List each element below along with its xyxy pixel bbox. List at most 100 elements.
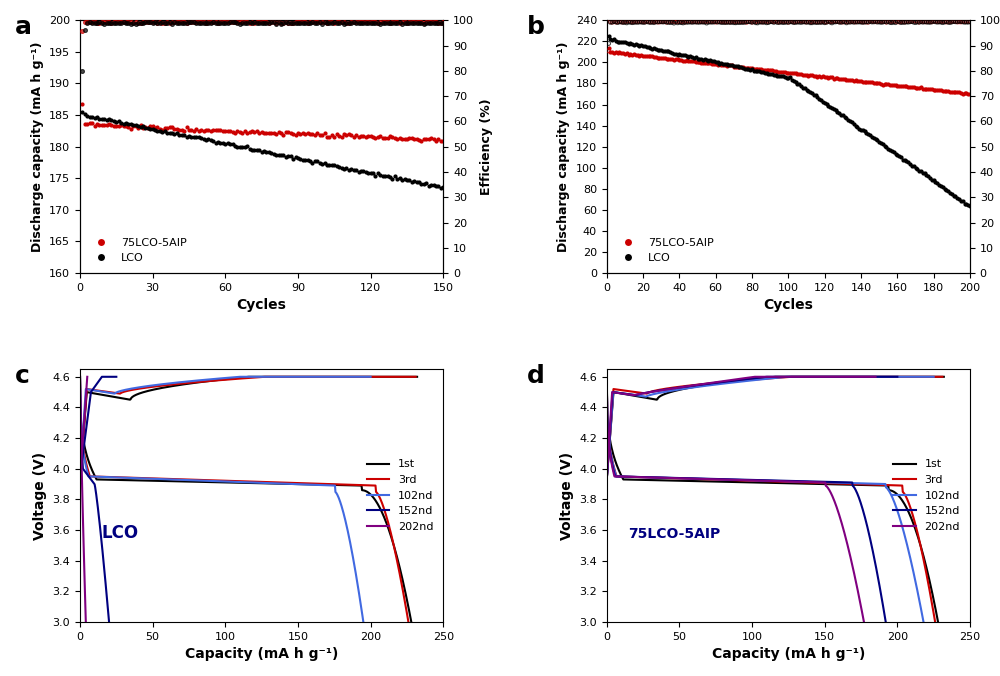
Point [273,127,289,138]
Point [679,51,695,62]
Point [406,134,422,145]
Point [806,16,822,27]
Point [193,17,209,28]
Point [664,17,680,28]
Point [423,18,439,28]
Point [866,77,882,88]
Point [766,17,782,28]
Point [300,155,316,166]
Point [831,73,847,84]
Point [123,124,139,135]
Point [799,70,815,80]
Point [319,17,335,28]
Point [171,124,187,135]
Point [220,138,236,149]
Point [319,131,335,142]
Point [757,65,773,76]
Point [670,16,686,27]
Point [749,18,765,28]
Point [846,17,862,28]
Point [159,122,175,133]
Point [760,16,776,27]
Point [877,16,893,27]
Point [251,128,267,139]
Point [140,16,156,27]
Point [902,16,918,27]
Point [232,17,248,28]
Point [819,72,835,82]
Point [171,130,187,141]
Point [926,84,942,95]
Point [384,17,400,28]
Point [711,16,727,27]
Point [748,16,764,27]
Point [280,18,296,28]
Point [826,16,842,27]
Point [106,116,122,126]
Point [302,155,318,166]
Point [855,17,871,28]
Point [791,78,807,89]
Point [822,16,838,27]
Point [89,112,105,122]
Point [955,16,971,26]
Point [657,16,673,26]
Point [933,180,949,191]
Point [326,160,342,170]
Point [401,175,417,186]
Point [641,51,657,62]
Point [128,18,144,29]
Point [946,87,962,97]
Point [726,16,742,27]
Point [244,144,260,155]
Point [392,173,408,184]
Point [338,129,354,140]
Point [336,18,352,29]
Point [370,18,386,28]
Point [225,17,241,28]
Point [846,16,862,26]
Point [809,92,825,103]
Point [258,128,274,139]
Point [877,78,893,89]
Point [193,124,209,135]
Point [762,16,778,27]
Point [384,174,400,185]
Point [246,126,262,137]
Point [387,132,403,143]
Point [377,132,393,143]
Point [642,43,658,53]
Point [317,128,333,139]
Point [152,125,168,136]
Point [893,151,909,162]
Point [722,17,738,28]
Point [389,18,405,28]
Point [348,17,364,28]
Point [280,126,296,137]
Point [769,66,785,77]
Point [604,47,620,57]
Point [353,18,369,29]
Point [677,55,693,66]
Point [933,84,949,95]
Point [84,17,100,28]
Point [637,16,653,27]
Point [764,69,780,80]
Point [942,16,958,27]
Point [699,16,715,27]
Point [338,17,354,28]
Point [164,18,180,29]
Point [300,128,316,139]
Point [314,129,330,140]
Point [633,16,649,27]
Point [868,77,884,88]
Point [720,59,736,70]
Point [604,17,620,28]
Point [89,18,105,28]
Point [135,121,151,132]
Point [384,132,400,143]
Point [413,178,429,189]
Point [268,128,284,139]
Point [84,118,100,128]
Point [893,17,909,28]
